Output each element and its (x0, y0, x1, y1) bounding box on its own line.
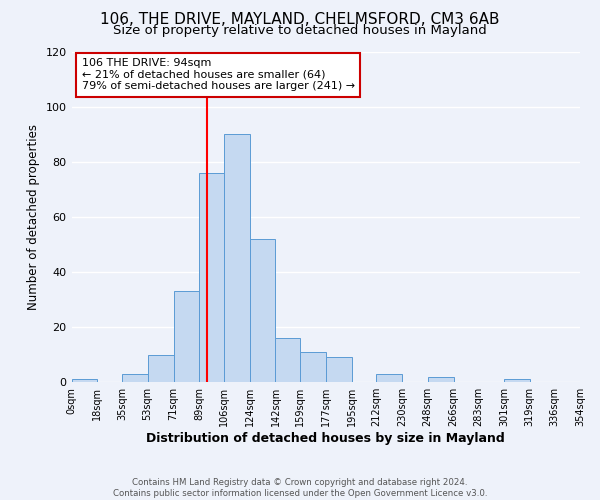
Bar (376, 374, 402, 382)
Text: Contains HM Land Registry data © Crown copyright and database right 2024.
Contai: Contains HM Land Registry data © Crown c… (113, 478, 487, 498)
Y-axis label: Number of detached properties: Number of detached properties (27, 124, 40, 310)
Text: 106, THE DRIVE, MAYLAND, CHELMSFORD, CM3 6AB: 106, THE DRIVE, MAYLAND, CHELMSFORD, CM3… (100, 12, 500, 28)
Bar (250, 239, 275, 382)
Bar (428, 376, 454, 382)
Bar (224, 134, 250, 382)
Bar (504, 380, 530, 382)
X-axis label: Distribution of detached houses by size in Mayland: Distribution of detached houses by size … (146, 432, 505, 445)
Text: Size of property relative to detached houses in Mayland: Size of property relative to detached ho… (113, 24, 487, 37)
Bar (199, 173, 224, 382)
Bar (275, 338, 300, 382)
Bar (326, 358, 352, 382)
Bar (300, 352, 326, 382)
Bar (148, 354, 173, 382)
Bar (71, 380, 97, 382)
Text: 106 THE DRIVE: 94sqm
← 21% of detached houses are smaller (64)
79% of semi-detac: 106 THE DRIVE: 94sqm ← 21% of detached h… (82, 58, 355, 92)
Bar (173, 292, 199, 382)
Bar (122, 374, 148, 382)
